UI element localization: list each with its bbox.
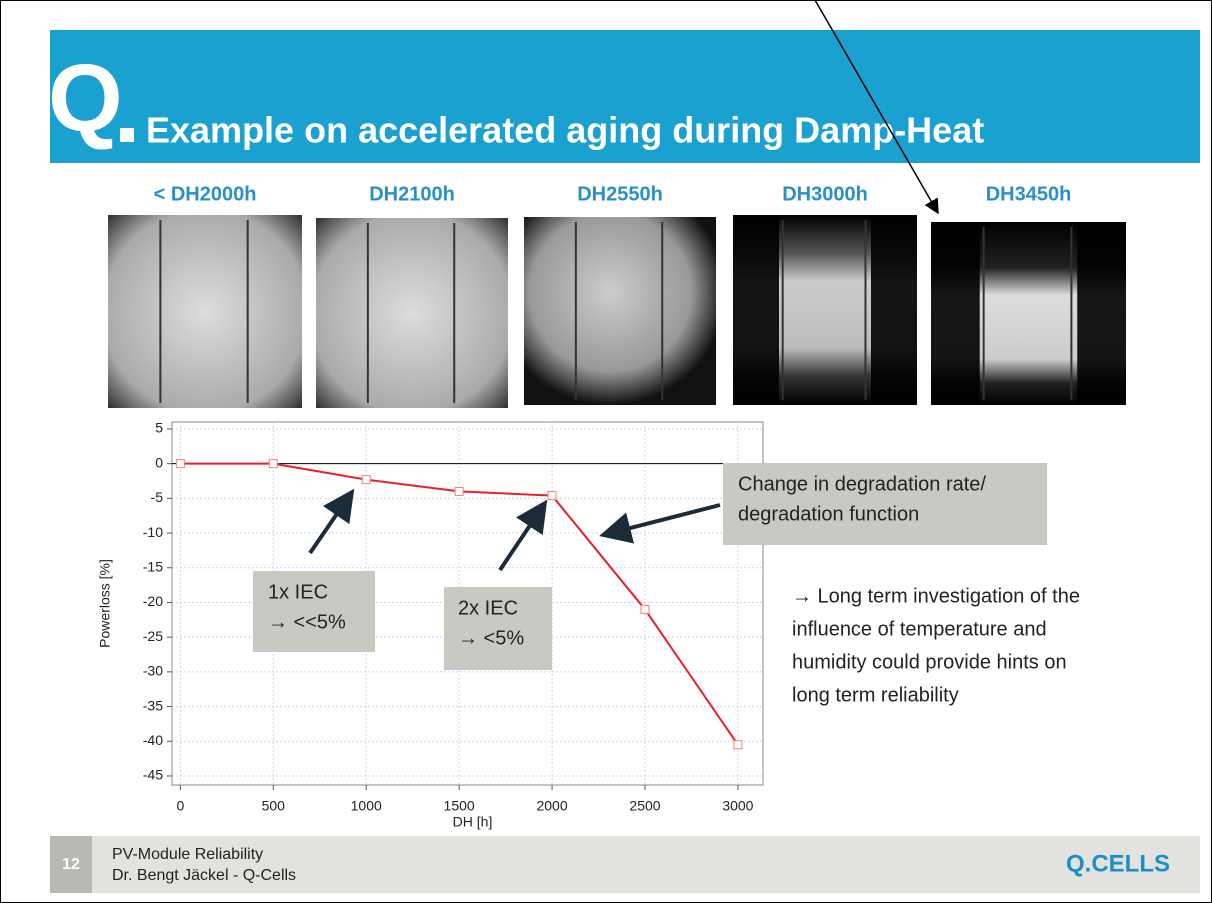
annotation-text: Change in degradation rate/ — [738, 473, 986, 495]
y-tick-label: -45 — [143, 767, 163, 783]
y-tick-label: -25 — [143, 628, 163, 644]
annotation-text: degradation function — [738, 503, 919, 525]
x-axis-label: DH [h] — [453, 814, 493, 830]
data-point — [548, 492, 556, 500]
cell-image — [316, 218, 508, 408]
image-label: < DH2000h — [154, 183, 257, 205]
y-tick-label: -15 — [143, 558, 163, 574]
y-tick-label: -35 — [143, 697, 163, 713]
y-tick-label: -10 — [143, 524, 163, 540]
note-text: long term reliability — [792, 684, 959, 706]
y-tick-label: -30 — [143, 663, 163, 679]
x-tick-label: 1000 — [351, 798, 382, 814]
page: Q Example on accelerated aging during Da… — [0, 0, 1212, 903]
note-text: → Long term investigation of the — [792, 585, 1080, 607]
data-point — [455, 487, 463, 495]
image-label: DH2550h — [577, 183, 663, 205]
header-logo: Q — [48, 44, 123, 151]
header-title: Example on accelerated aging during Damp… — [146, 110, 984, 151]
x-tick-label: 500 — [262, 798, 286, 814]
y-tick-label: -5 — [151, 489, 164, 505]
note-text: influence of temperature and — [792, 618, 1047, 640]
data-point — [641, 605, 649, 613]
annotation-text: 2x IEC — [458, 597, 518, 619]
cell-edge — [733, 215, 779, 405]
cell-image — [524, 217, 716, 405]
y-axis-label: Powerloss [%] — [97, 559, 113, 648]
x-tick-label: 2500 — [629, 798, 660, 814]
y-tick-label: -40 — [143, 732, 163, 748]
annotation-text: → <<5% — [268, 611, 346, 633]
footer-page: 12 — [62, 856, 80, 873]
data-point — [734, 741, 742, 749]
footer-band — [50, 836, 1200, 893]
slide: Q Example on accelerated aging during Da… — [0, 0, 1212, 903]
y-tick-label: 5 — [155, 420, 163, 436]
y-tick-label: -20 — [143, 593, 163, 609]
footer-line: PV-Module Reliability — [112, 846, 263, 863]
y-tick-label: 0 — [155, 454, 163, 470]
cell-edge — [1077, 222, 1126, 405]
image-label: DH3450h — [986, 183, 1072, 205]
x-tick-label: 0 — [176, 798, 184, 814]
data-point — [269, 460, 277, 468]
annotation-text: 1x IEC — [268, 581, 328, 603]
image-label: DH2100h — [369, 183, 455, 205]
footer-line: Dr. Bengt Jäckel - Q-Cells — [112, 867, 296, 884]
footer-logo: Q.CELLS — [1066, 850, 1170, 877]
note-text: humidity could provide hints on — [792, 651, 1067, 673]
x-tick-label: 3000 — [722, 798, 753, 814]
image-label: DH3000h — [782, 183, 868, 205]
data-point — [362, 476, 370, 484]
annotation-text: → <5% — [458, 627, 524, 649]
cell-edge — [931, 222, 980, 405]
header-bullet — [120, 128, 134, 142]
cell-edge — [871, 215, 917, 405]
cell-image — [108, 215, 302, 408]
x-tick-label: 1500 — [444, 798, 475, 814]
data-point — [176, 460, 184, 468]
x-tick-label: 2000 — [536, 798, 567, 814]
